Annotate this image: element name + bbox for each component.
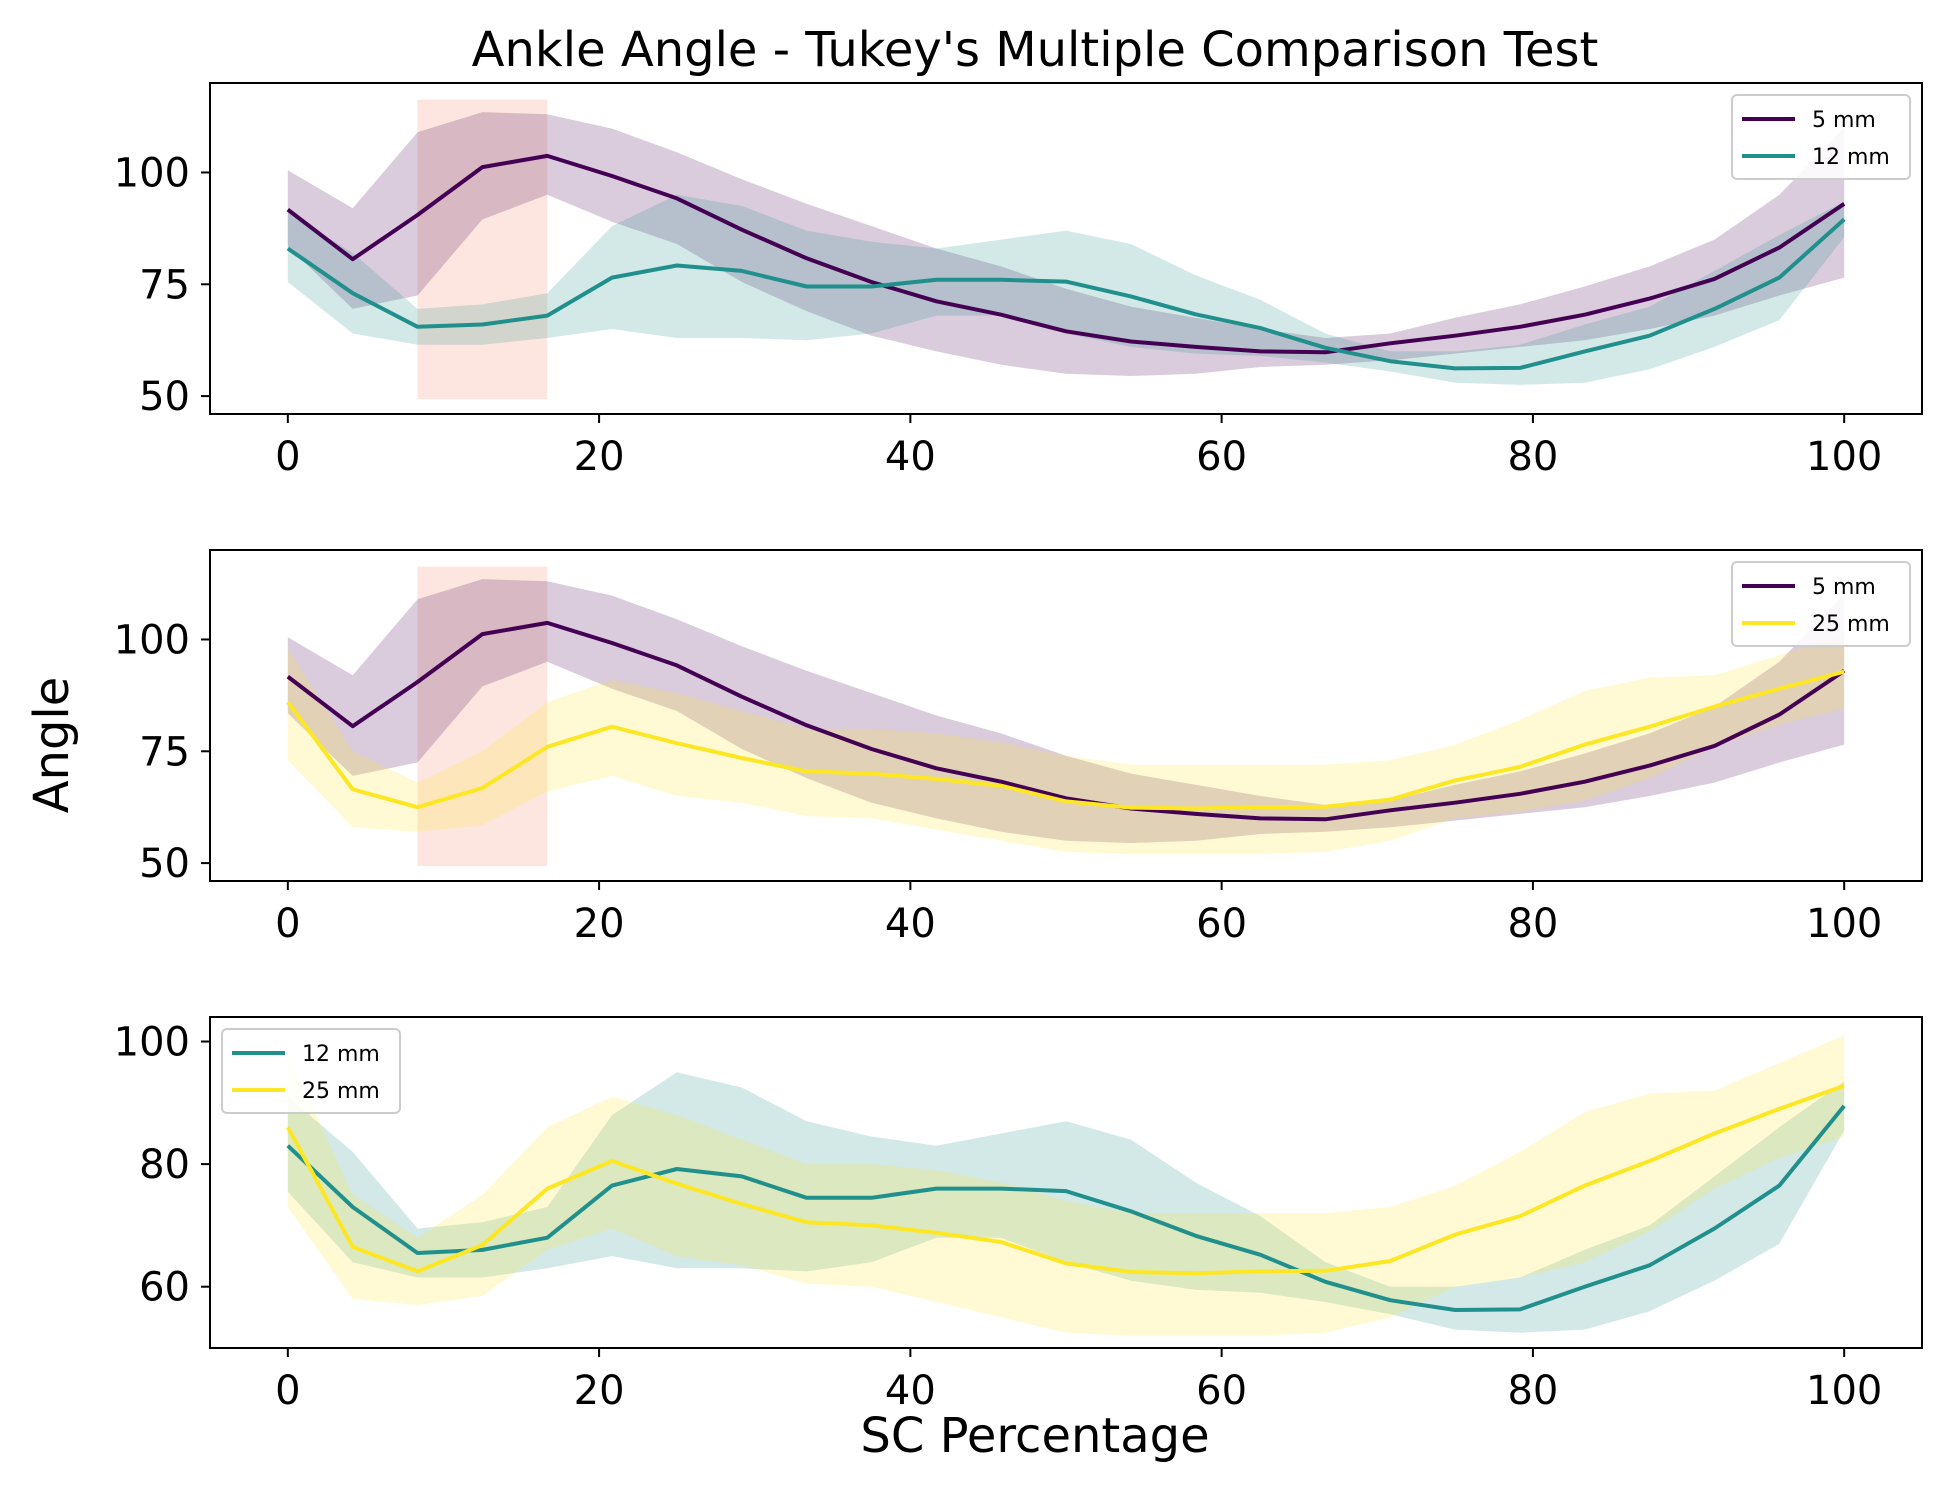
band-25-mm bbox=[287, 635, 1845, 855]
x-tick-label: 0 bbox=[275, 1368, 300, 1414]
x-tick-label: 0 bbox=[275, 901, 300, 947]
x-tick-label: 20 bbox=[574, 901, 625, 947]
legend-label: 12 mm bbox=[302, 1042, 380, 1067]
x-axis-label: SC Percentage bbox=[860, 1408, 1209, 1464]
legend-label: 5 mm bbox=[1812, 575, 1876, 600]
y-tick-label: 100 bbox=[114, 1020, 190, 1066]
x-tick-label: 20 bbox=[574, 434, 625, 480]
axes-frame bbox=[209, 549, 1923, 882]
legend-label: 5 mm bbox=[1812, 108, 1876, 133]
line-5-mm bbox=[286, 153, 1846, 355]
legend: 5 mm 12 mm bbox=[1731, 94, 1911, 180]
line-12-mm bbox=[286, 217, 1846, 371]
plot-area bbox=[286, 99, 1846, 400]
x-tick-label: 20 bbox=[574, 1368, 625, 1414]
x-tick-label: 60 bbox=[1196, 434, 1247, 480]
band-25-mm bbox=[287, 1035, 1845, 1336]
subplot-bottom: 0 20 40 60 80 100 60 80 100 12 mm 25 mm bbox=[114, 1016, 1923, 1414]
y-tick-label: 60 bbox=[139, 1265, 190, 1311]
line-25-mm bbox=[286, 669, 1845, 811]
x-tick-label: 60 bbox=[1196, 1368, 1247, 1414]
y-axis-label: Angle bbox=[24, 677, 80, 814]
band-12-mm bbox=[287, 1072, 1845, 1333]
band-12-mm bbox=[287, 194, 1845, 385]
x-tick-label: 40 bbox=[885, 434, 936, 480]
line-25-mm bbox=[286, 1083, 1845, 1276]
legend: 5 mm 25 mm bbox=[1731, 561, 1911, 647]
x-tick-label: 80 bbox=[1507, 434, 1558, 480]
subplots: 0 20 40 60 80 100 50 75 100 5 mm 12 mm 0 20 40 60 80 100… bbox=[114, 82, 1923, 1414]
band-5-mm bbox=[287, 579, 1845, 843]
legend: 12 mm 25 mm bbox=[221, 1028, 401, 1114]
line-12-mm bbox=[286, 1104, 1846, 1312]
significance-region bbox=[417, 566, 548, 867]
plot-area bbox=[286, 566, 1846, 867]
x-tick-label: 100 bbox=[1806, 434, 1882, 480]
y-tick-label: 80 bbox=[139, 1142, 190, 1188]
x-tick-label: 100 bbox=[1806, 1368, 1882, 1414]
significance-region bbox=[417, 99, 548, 400]
figure-title: Ankle Angle - Tukey's Multiple Compariso… bbox=[472, 22, 1599, 78]
band-5-mm bbox=[287, 112, 1845, 376]
x-tick-label: 0 bbox=[275, 434, 300, 480]
plot-area bbox=[286, 1035, 1846, 1336]
legend-label: 12 mm bbox=[1812, 145, 1890, 170]
x-tick-label: 40 bbox=[885, 901, 936, 947]
x-tick-label: 40 bbox=[885, 1368, 936, 1414]
x-tick-label: 80 bbox=[1507, 901, 1558, 947]
y-tick-label: 50 bbox=[139, 374, 190, 420]
y-tick-label: 100 bbox=[114, 150, 190, 196]
axes-frame bbox=[209, 82, 1923, 415]
x-tick-label: 100 bbox=[1806, 901, 1882, 947]
axes-frame bbox=[209, 1016, 1923, 1349]
x-tick-label: 60 bbox=[1196, 901, 1247, 947]
y-tick-label: 75 bbox=[139, 729, 190, 775]
x-tick-label: 80 bbox=[1507, 1368, 1558, 1414]
subplot-middle: 0 20 40 60 80 100 50 75 100 5 mm 25 mm bbox=[114, 549, 1923, 947]
subplot-top: 0 20 40 60 80 100 50 75 100 5 mm 12 mm bbox=[114, 82, 1923, 480]
legend-label: 25 mm bbox=[302, 1079, 380, 1104]
legend-label: 25 mm bbox=[1812, 612, 1890, 637]
y-tick-label: 75 bbox=[139, 262, 190, 308]
y-tick-label: 100 bbox=[114, 617, 190, 663]
line-5-mm bbox=[286, 620, 1846, 822]
y-tick-label: 50 bbox=[139, 841, 190, 887]
